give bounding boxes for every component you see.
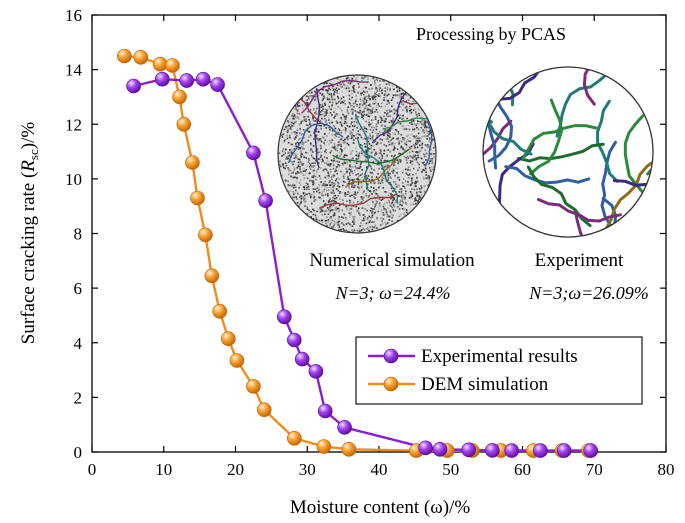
x-tick-label: 60	[514, 460, 531, 479]
legend-marker-experimental	[383, 348, 399, 364]
inset-experiment-image	[482, 66, 654, 238]
data-point-experimental-results	[126, 78, 141, 94]
data-point-experimental-results	[155, 71, 170, 87]
data-point-experimental-results	[246, 145, 261, 161]
data-point-dem-simulation	[246, 379, 261, 394]
y-tick-label: 6	[74, 279, 83, 298]
inset-right-caption: Experiment	[535, 250, 624, 271]
x-axis-title: Moisture content (ω)/%	[290, 497, 470, 518]
legend-marker-dem	[383, 376, 399, 392]
legend-label-experimental: Experimental results	[421, 346, 578, 367]
inset-numerical-image	[277, 74, 437, 234]
x-tick-label: 40	[371, 460, 388, 479]
x-tick-label: 50	[442, 460, 459, 479]
data-point-dem-simulation	[316, 439, 332, 454]
data-point-experimental-results	[485, 443, 500, 458]
data-point-experimental-results	[504, 443, 520, 458]
data-point-experimental-results	[276, 309, 292, 325]
series-layer	[117, 48, 599, 458]
x-tick-label: 30	[299, 460, 316, 479]
data-point-dem-simulation	[204, 268, 220, 284]
data-point-dem-simulation	[172, 89, 187, 105]
data-point-dem-simulation	[341, 441, 357, 457]
data-point-dem-simulation	[256, 402, 272, 418]
y-tick-label: 0	[74, 443, 83, 462]
data-point-experimental-results	[308, 364, 324, 379]
legend-label-dem: DEM simulation	[421, 374, 549, 395]
data-point-dem-simulation	[176, 117, 192, 132]
legend: Experimental results DEM simulation	[355, 336, 643, 405]
data-point-dem-simulation	[229, 353, 245, 368]
x-tick-label: 80	[658, 460, 675, 479]
y-axis-title: Surface cracking rate (Rsc)/%	[18, 122, 41, 345]
data-point-dem-simulation	[221, 331, 236, 347]
data-point-experimental-results	[210, 77, 225, 92]
data-point-experimental-results	[195, 71, 211, 87]
data-point-dem-simulation	[185, 155, 200, 170]
data-point-experimental-results	[583, 443, 599, 458]
data-point-experimental-results	[533, 443, 548, 458]
data-point-experimental-results	[179, 73, 194, 88]
data-point-experimental-results	[294, 351, 310, 367]
y-tick-label: 8	[74, 225, 83, 244]
data-point-dem-simulation	[212, 303, 227, 319]
data-point-dem-simulation	[133, 49, 149, 65]
y-tick-label: 12	[65, 115, 82, 134]
data-point-dem-simulation	[165, 58, 180, 73]
x-tick-label: 10	[155, 460, 172, 479]
data-point-dem-simulation	[286, 430, 302, 446]
y-tick-label: 2	[74, 388, 83, 407]
data-point-dem-simulation	[190, 190, 205, 206]
data-point-experimental-results	[432, 441, 448, 457]
inset-title: Processing by PCAS	[416, 24, 566, 44]
data-point-dem-simulation	[152, 56, 168, 72]
data-point-experimental-results	[418, 440, 433, 456]
y-tick-label: 10	[65, 170, 82, 189]
data-point-experimental-results	[337, 420, 352, 435]
axis-tick-labels: 0 10 20 30 40 50 60 70 80 0 2 4 6 8 10 12 14 16	[65, 6, 675, 479]
data-point-dem-simulation	[117, 48, 132, 64]
y-tick-label: 16	[65, 6, 82, 25]
x-tick-label: 0	[88, 460, 97, 479]
data-point-experimental-results	[317, 403, 333, 419]
data-point-experimental-results	[556, 443, 572, 458]
inset-left-caption: Numerical simulation	[309, 250, 475, 271]
x-tick-label: 20	[227, 460, 244, 479]
x-tick-label: 70	[586, 460, 603, 479]
inset-left-sub: N=3; ω=24.4%	[335, 283, 451, 303]
data-point-dem-simulation	[198, 227, 213, 243]
data-point-experimental-results	[286, 332, 302, 348]
data-point-experimental-results	[461, 442, 477, 458]
inset-right-sub: N=3;ω=26.09%	[528, 283, 649, 303]
y-tick-label: 14	[65, 61, 83, 80]
data-point-experimental-results	[258, 193, 273, 208]
y-tick-label: 4	[74, 334, 83, 353]
legend-box	[355, 336, 643, 405]
